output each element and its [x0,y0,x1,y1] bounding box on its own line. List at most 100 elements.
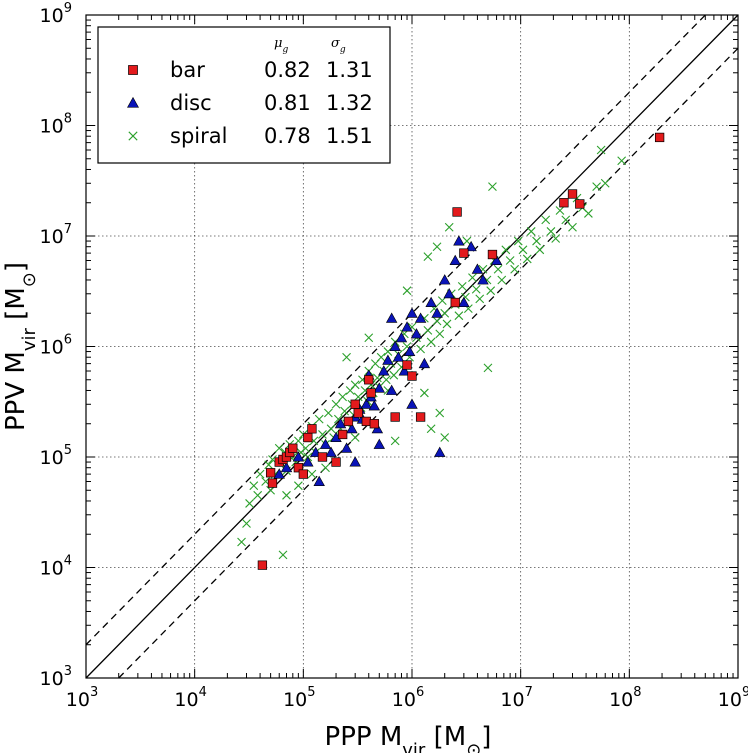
legend-label: bar [170,58,205,82]
disc-point [403,345,416,357]
spiral-point [532,236,541,246]
disc-point [313,475,325,486]
disc-point [458,296,470,307]
spiral-point [561,215,571,225]
spiral-point [390,436,400,446]
spiral-point [432,316,442,326]
spiral-point [255,469,265,479]
disc-point [490,254,503,265]
spiral-point [350,433,360,442]
bar-point [364,375,374,385]
spiral-point [264,460,274,470]
spiral-point [546,227,556,236]
legend-entries: bar 0.82 1.31 disc 0.81 1.32 spiral 0.78 1.51 [127,58,373,148]
disc-point [325,446,337,457]
series-disc [273,235,503,486]
bar-point [487,249,498,260]
bar-point [265,468,276,478]
spiral-point [596,145,606,155]
spiral-point [551,234,561,243]
spiral-point [592,182,602,191]
disc-point [453,235,465,246]
disc-point [395,331,408,343]
disc-point [385,312,398,323]
x-tick-label: 104 [174,685,206,711]
x-tick-label: 108 [609,685,641,711]
bar-point [343,416,354,427]
legend-box [97,26,391,164]
spiral-point [307,469,317,479]
spiral-point [323,408,333,418]
spiral-point [526,227,536,236]
spiral-point [278,550,288,560]
legend-entry-spiral: spiral 0.78 1.51 [128,124,373,148]
spiral-point [510,264,520,274]
spiral-point [416,344,425,354]
legend-header-mu: μg [274,36,288,55]
spiral-point [293,436,303,446]
disc-point [368,400,381,411]
bar-point [331,457,341,467]
spiral-point [402,286,412,296]
spiral-point [340,406,350,416]
spiral-point [457,281,467,291]
bar-point [390,412,400,422]
disc-point [389,340,401,351]
one-to-one-line [85,14,739,679]
x-axis-title: PPP Mvir [M⊙] [325,722,492,753]
disc-point [373,438,385,449]
legend-entry-bar: bar 0.82 1.31 [128,58,373,82]
bar-point [559,198,569,208]
reference-lines [85,14,739,679]
disc-point [385,384,398,395]
spiral-point [342,352,351,362]
disc-point [319,438,332,449]
spiral-point [432,242,442,252]
bar-point [353,408,363,418]
spiral-point [488,182,497,191]
spiral-point [426,424,436,434]
spiral-point [242,519,251,528]
disc-point [392,351,405,362]
spiral-point [493,264,503,274]
spiral-point [381,375,391,385]
disc-point [406,307,418,318]
bar-point [350,399,360,409]
spiral-point [245,499,254,508]
spiral-point [584,209,593,218]
axis-ticks [85,14,739,679]
legend-sigma-value: 1.31 [326,58,373,82]
disc-point [431,307,443,318]
spiral-point [253,490,263,500]
y-tick-label: 108 [40,112,72,138]
disc-point [346,422,358,434]
spiral-point [501,245,511,255]
legend-marker-disc [127,96,139,108]
bar-point [654,132,665,143]
disc-point [471,263,484,274]
disc-point [443,287,455,299]
disc-point [439,274,451,285]
spiral-point [435,329,445,339]
spiral-point [475,294,485,304]
tick-labels: 103 104 105 106 107 108 109 103 104 105 106 107 108 1… [40,1,748,711]
spiral-point [483,363,493,373]
bar-point [567,189,578,199]
y-tick-label: 105 [40,443,72,469]
disc-point [414,312,427,323]
disc-point [340,442,353,453]
spiral-point [293,481,303,491]
bar-point [337,429,348,440]
y-axis-title: PPV Mvir [M⊙] [1,262,40,431]
disc-point [292,451,305,462]
disc-point [477,274,489,285]
bar-point [303,432,313,443]
disc-point [410,328,423,339]
spiral-point [364,333,374,343]
bar-point [407,371,417,381]
spiral-point [301,443,311,453]
lower-bound-line [118,47,739,679]
spiral-point [237,537,246,547]
spiral-point [274,443,284,453]
spiral-point [442,319,452,329]
